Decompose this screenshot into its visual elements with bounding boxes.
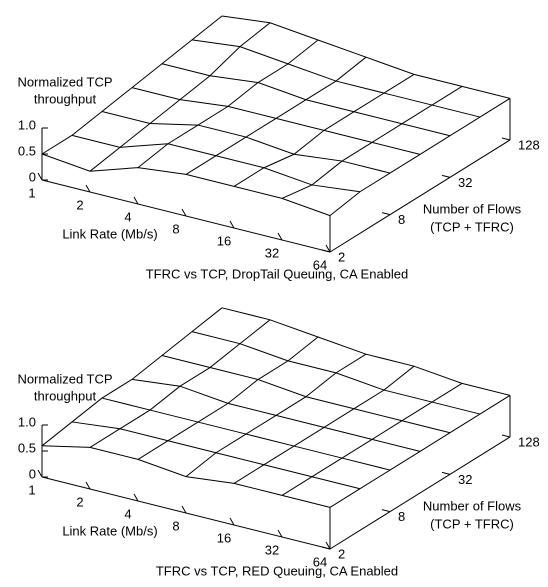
y-tick-label: 32 <box>458 472 472 487</box>
surface-column <box>329 394 511 508</box>
z-tick-label: 0 <box>29 169 36 184</box>
x-axis-label: Link Rate (Mb/s) <box>62 226 157 241</box>
y-axis-label: Number of Flows <box>423 498 522 513</box>
y-tick <box>501 137 511 141</box>
z-tick-label: 0 <box>29 466 36 481</box>
y-tick <box>441 471 451 475</box>
x-tick <box>37 172 43 181</box>
surface-column <box>89 22 271 172</box>
x-tick-label: 4 <box>124 506 131 521</box>
surface-column <box>137 336 319 460</box>
surface-row <box>41 153 331 217</box>
y-tick <box>321 249 331 253</box>
x-tick-label: 8 <box>172 518 179 533</box>
x-tick <box>85 184 91 193</box>
z-tick-label: 0.5 <box>18 143 36 158</box>
surface-column <box>137 39 319 168</box>
x-tick <box>325 541 331 550</box>
x-tick <box>181 208 187 217</box>
y-tick <box>381 212 391 216</box>
x-tick <box>133 493 139 502</box>
x-tick <box>133 196 139 205</box>
z-tick-label: 0.5 <box>18 440 36 455</box>
x-tick-label: 32 <box>265 542 279 557</box>
x-tick-label: 2 <box>76 197 83 212</box>
x-tick <box>37 469 43 478</box>
surface-column <box>281 85 463 199</box>
surface-column <box>89 319 271 448</box>
z-axis-label: throughput <box>34 388 97 403</box>
y-tick <box>501 434 511 438</box>
x-tick <box>85 481 91 490</box>
y-tick-label: 2 <box>338 546 345 561</box>
z-tick-label: 1.0 <box>18 414 36 429</box>
surface-column <box>185 353 367 477</box>
surface-row <box>101 110 391 174</box>
surface-column <box>41 307 223 447</box>
surface-column <box>233 73 415 187</box>
x-tick-label: 64 <box>313 554 327 569</box>
surface-column <box>185 56 367 175</box>
y-axis-label: (TCP + TFRC) <box>430 516 514 531</box>
x-tick-label: 64 <box>313 257 327 272</box>
y-tick <box>441 174 451 178</box>
x-tick-label: 4 <box>124 209 131 224</box>
x-tick-label: 16 <box>217 233 231 248</box>
x-tick <box>277 529 283 538</box>
y-tick-label: 8 <box>398 212 405 227</box>
y-axis-label: Number of Flows <box>423 201 522 216</box>
x-tick-label: 2 <box>76 494 83 509</box>
surface-row <box>161 355 451 434</box>
y-tick-label: 2 <box>338 249 345 264</box>
surface-column <box>41 15 223 155</box>
surface-column <box>329 97 511 216</box>
x-tick <box>229 517 235 526</box>
z-axis-label: throughput <box>34 91 97 106</box>
x-tick-label: 1 <box>28 482 35 497</box>
x-tick-label: 32 <box>265 245 279 260</box>
y-tick <box>381 509 391 513</box>
y-tick-label: 128 <box>518 137 540 152</box>
y-axis-label: (TCP + TFRC) <box>430 219 514 234</box>
z-axis-label: Normalized TCP <box>17 371 112 386</box>
x-tick-label: 1 <box>28 185 35 200</box>
y-tick-label: 128 <box>518 434 540 449</box>
y-tick-label: 32 <box>458 175 472 190</box>
surface-row <box>71 134 361 193</box>
surface-column <box>233 365 415 484</box>
x-tick-label: 8 <box>172 221 179 236</box>
surface-column <box>281 382 463 496</box>
chart-title: TFRC vs TCP, RED Queuing, CA Enabled <box>156 563 398 578</box>
x-tick <box>277 232 283 241</box>
z-axis-label: Normalized TCP <box>17 74 112 89</box>
y-tick <box>321 546 331 550</box>
x-tick <box>229 220 235 229</box>
y-tick-label: 8 <box>398 509 405 524</box>
x-tick-label: 16 <box>217 530 231 545</box>
x-axis-label: Link Rate (Mb/s) <box>62 523 157 538</box>
x-tick <box>181 505 187 514</box>
z-tick-label: 1.0 <box>18 117 36 132</box>
chart-title: TFRC vs TCP, DropTail Queuing, CA Enable… <box>146 266 409 281</box>
x-tick <box>325 244 331 253</box>
